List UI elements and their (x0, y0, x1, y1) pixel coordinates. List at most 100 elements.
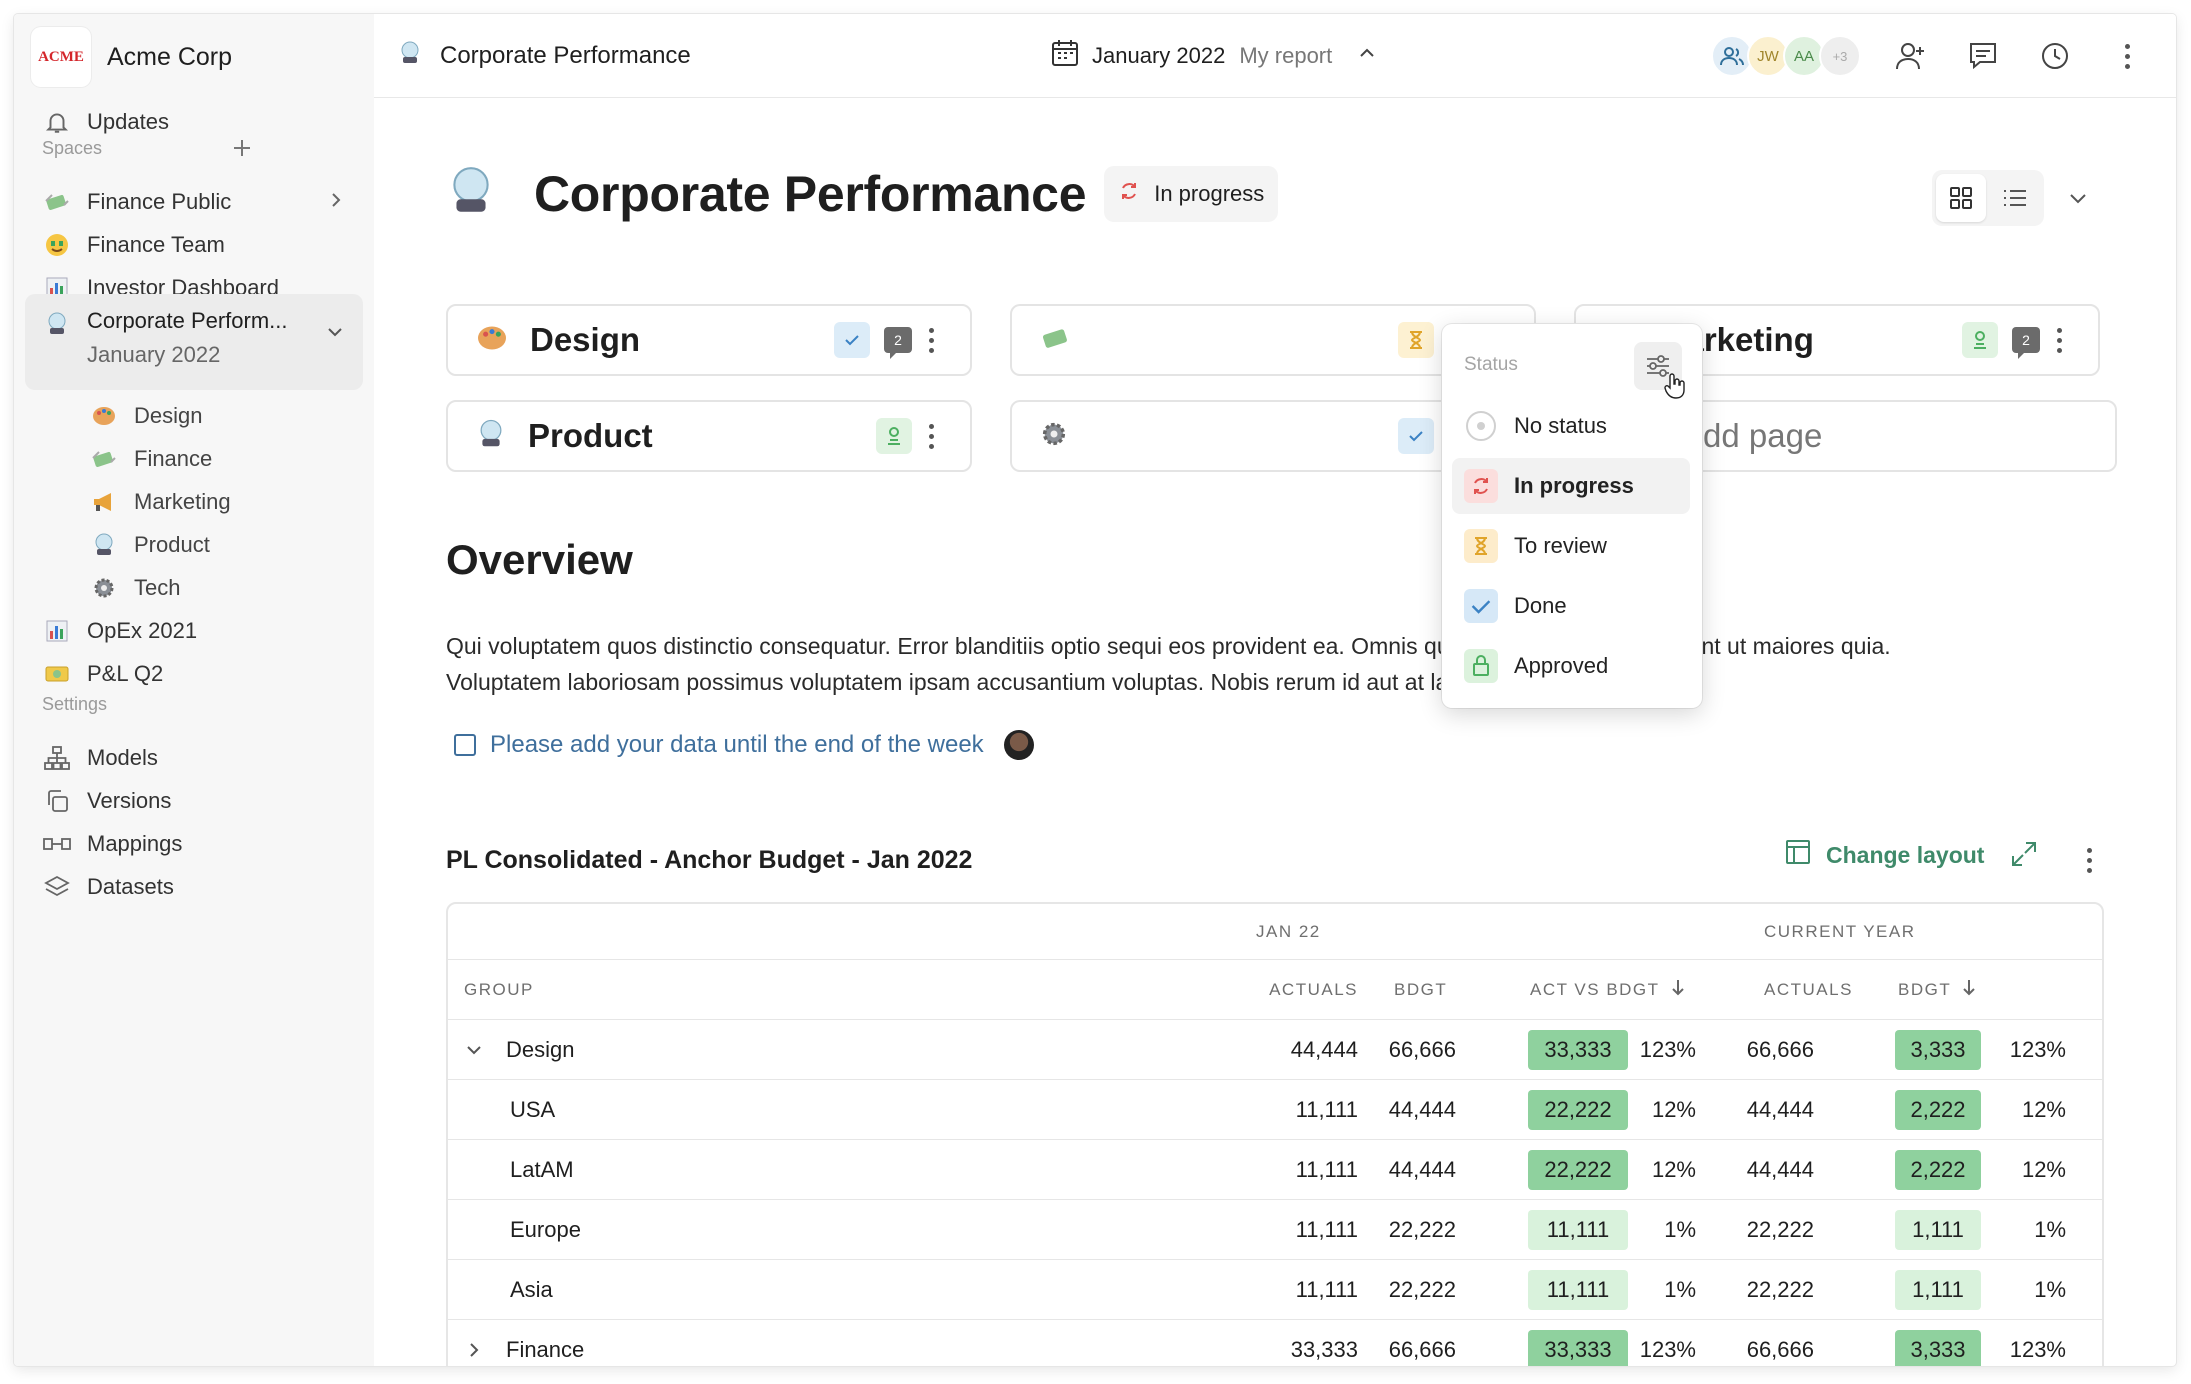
sidebar-item-label: Tech (134, 575, 181, 600)
task-item[interactable]: Please add your data until the end of th… (454, 730, 1034, 760)
table-header: GROUP ACTUALS BDGT ACT VS BDGT ACTUALS B… (448, 960, 2102, 1020)
column-header-label: ACT VS BDGT (1530, 979, 1660, 999)
sidebar-item-corporate-performance[interactable]: Corporate Perform... January 2022 (25, 294, 363, 390)
more-icon[interactable] (2054, 327, 2064, 353)
cell-act-vs-bdgt: 33,333 (1528, 1020, 1628, 1079)
sidebar-item-product[interactable]: Product (72, 517, 362, 573)
chevron-up-icon[interactable] (1356, 42, 1378, 70)
cell-bdgt: 2,222 (1895, 1080, 1981, 1139)
chevron-right-icon[interactable] (327, 189, 345, 215)
lock-icon (1464, 649, 1498, 683)
cell-percent: 12% (1651, 1156, 1696, 1182)
report-selector[interactable]: January 2022 My report (1050, 14, 1378, 98)
status-option-in-progress[interactable]: In progress (1452, 458, 1690, 514)
cell-percent: 123% (1639, 1336, 1696, 1362)
table-row[interactable]: USA 11,111 44,444 22,222 12% 44,444 2,222 12% (448, 1080, 2102, 1140)
column-header-actuals[interactable]: ACTUALS (1269, 979, 1358, 999)
add-space-icon[interactable] (228, 134, 256, 162)
table-row[interactable]: Asia 11,111 22,222 11,111 1% 22,222 1,111 1% (448, 1260, 2102, 1320)
row-group-name: LatAM (510, 1156, 574, 1182)
sidebar-item-models[interactable]: Models (25, 730, 363, 786)
table-row[interactable]: Design 44,444 66,666 33,333 123% 66,666 3,333 1… (448, 1020, 2102, 1080)
column-header-bdgt[interactable]: BDGT (1898, 960, 1977, 1019)
hourglass-icon (1464, 529, 1498, 563)
done-icon (1398, 418, 1434, 454)
collaborators[interactable]: JW AA +3 (1711, 35, 1861, 77)
status-option-no-status[interactable]: No status (1452, 398, 1690, 454)
table-row[interactable]: LatAM 11,111 44,444 22,222 12% 44,444 2,222 12% (448, 1140, 2102, 1200)
list-view-icon[interactable] (1990, 174, 2040, 222)
grid-view-icon[interactable] (1936, 174, 1986, 222)
crystal-ball-icon (398, 40, 422, 73)
history-icon[interactable] (2035, 36, 2075, 76)
sidebar-item-datasets[interactable]: Datasets (25, 859, 363, 915)
comment-count-icon[interactable]: 2 (2012, 327, 2040, 359)
cell-act-vs-bdgt: 11,111 (1528, 1200, 1628, 1259)
column-header-actuals[interactable]: ACTUALS (1764, 979, 1853, 999)
company-name: Acme Corp (107, 42, 233, 71)
add-user-icon[interactable] (1891, 36, 1931, 76)
expand-icon[interactable] (2010, 840, 2038, 873)
more-icon[interactable] (926, 423, 936, 449)
more-icon[interactable] (2084, 848, 2094, 873)
sidebar-item-finance-team[interactable]: Finance Team (25, 217, 363, 273)
status-option-to-review[interactable]: To review (1452, 518, 1690, 574)
overview-text: Qui voluptatem quos distinctio consequat… (446, 633, 1891, 695)
page-card-product[interactable]: Product (446, 400, 972, 472)
chevron-down-icon[interactable] (2066, 186, 2090, 215)
approved-icon (1962, 322, 1998, 358)
comment-count-icon[interactable]: 2 (884, 327, 912, 359)
change-layout-button[interactable]: Change layout (1784, 838, 1984, 872)
sidebar-item-design[interactable]: Design (72, 388, 362, 444)
table-row[interactable]: Finance 33,333 66,666 33,333 123% 66,666 3,333… (448, 1320, 2102, 1366)
sidebar-item-marketing[interactable]: Marketing (72, 474, 362, 530)
variance-value: 1,111 (1895, 1209, 1981, 1250)
sidebar-item-label: Finance Team (87, 232, 225, 257)
sidebar-item-opex-2021[interactable]: OpEx 2021 (25, 603, 363, 659)
sidebar-item-updates[interactable]: Updates (25, 94, 363, 150)
calendar-icon (1050, 38, 1080, 74)
chevron-down-icon[interactable] (325, 322, 345, 348)
task-text: Please add your data until the end of th… (490, 731, 984, 758)
sidebar-item-label: Datasets (87, 874, 174, 899)
sidebar-item-label: OpEx 2021 (87, 618, 198, 643)
cell-act-vs-bdgt: 11,111 (1528, 1260, 1628, 1319)
sidebar-item-mappings[interactable]: Mappings (25, 816, 363, 872)
cell-bdgt: 66,666 (1388, 1036, 1456, 1062)
page-title: Corporate Performance (534, 165, 1087, 222)
hand-cursor-icon (1664, 372, 1686, 405)
more-icon[interactable] (2107, 36, 2147, 76)
cell-actuals: 11,111 (1295, 1276, 1358, 1302)
column-header-bdgt[interactable]: BDGT (1394, 979, 1448, 999)
table-row[interactable]: Europe 11,111 22,222 11,111 1% 22,222 1,111 1% (448, 1200, 2102, 1260)
cell-actuals: 33,333 (1290, 1336, 1358, 1362)
column-header-act-vs-bdgt[interactable]: ACT VS BDGT (1530, 960, 1686, 1019)
sidebar-item-pl-q2[interactable]: P&L Q2 (25, 646, 363, 702)
sidebar-item-tech[interactable]: Tech (72, 560, 362, 616)
card-badges: 2 (1962, 306, 2064, 374)
comment-icon[interactable] (1963, 36, 2003, 76)
status-dropdown[interactable]: In progress (1104, 165, 1279, 222)
sidebar-item-label: Finance (134, 446, 213, 471)
status-option-approved[interactable]: Approved (1452, 638, 1690, 694)
money-wings-icon (88, 443, 120, 475)
status-option-done[interactable]: Done (1452, 578, 1690, 634)
more-icon[interactable] (926, 327, 936, 353)
card-title: Product (528, 417, 653, 454)
chevron-right-icon[interactable] (464, 1320, 484, 1366)
sidebar-item-finance-public[interactable]: Finance Public (25, 174, 363, 230)
hierarchy-icon (41, 742, 73, 774)
view-toggle[interactable] (1932, 170, 2044, 226)
sidebar-item-finance[interactable]: Finance (72, 431, 362, 487)
spaces-heading: Spaces (42, 138, 103, 158)
task-checkbox[interactable] (454, 734, 476, 756)
chevron-down-icon[interactable] (464, 1020, 484, 1079)
approved-icon (876, 418, 912, 454)
status-option-label: In progress (1514, 473, 1634, 498)
brand[interactable]: ACME Acme Corp (31, 26, 232, 88)
cell-actuals: 44,444 (1746, 1156, 1814, 1182)
report-name: My report (1239, 43, 1333, 68)
sidebar-item-versions[interactable]: Versions (25, 773, 363, 829)
page-card-design[interactable]: Design 2 (446, 304, 972, 376)
crystal-ball-icon (446, 164, 496, 223)
